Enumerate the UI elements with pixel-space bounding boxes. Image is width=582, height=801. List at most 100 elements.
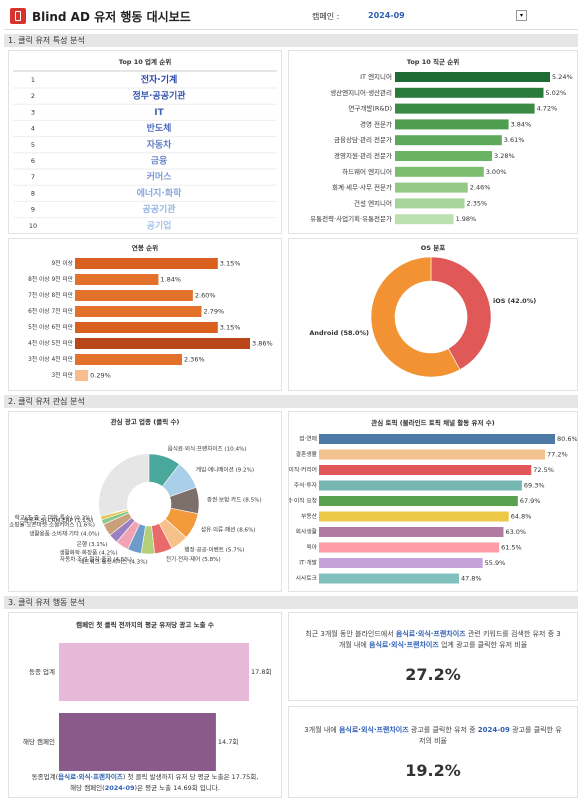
slice xyxy=(430,256,492,370)
category-label: 4천 이상 5천 미만 xyxy=(28,339,74,347)
category-label: 건설 엔지니어 xyxy=(354,198,392,207)
bar xyxy=(75,258,218,269)
note-part: ) 첫 클릭 발생까지 유저 당 평균 노출은 17.75회, xyxy=(123,772,258,781)
kpi-text-part: 광고를 클릭한 유저의 비율 xyxy=(419,725,562,745)
rank: 10 xyxy=(29,222,37,230)
category-label: 썸·연애 xyxy=(299,435,317,443)
category-label: 9천 이상 xyxy=(51,259,73,267)
bar xyxy=(319,527,504,537)
value-label: 2.36% xyxy=(184,356,205,364)
value-label: 3.00% xyxy=(486,168,507,176)
slice-label: 섬유·의류·패션 (8.6%) xyxy=(201,526,256,534)
slice xyxy=(99,508,129,517)
kpi-text-part: 음식료·외식·프랜차이즈 xyxy=(338,725,409,734)
category-label: 6천 이상 7천 미만 xyxy=(28,307,74,315)
bar xyxy=(395,198,465,209)
note: 동종업계(음식료·외식·프랜차이즈) 첫 클릭 발생까지 유저 당 평균 노출은… xyxy=(32,772,259,781)
kpi-text: 최근 3개월 동안 블라인드에서 음식료·외식·프랜차이즈 관련 키워드를 검색… xyxy=(289,629,577,651)
kpi-text-part: 관련 키워드를 검색한 유저 중 3개월 내에 xyxy=(338,630,561,649)
industry-table: Top 10 업계 순위 1 전자·기계 2 정부·공공기관 3 IT 4 반도체 5 자동차 6 금융… xyxy=(13,57,277,231)
bar xyxy=(395,103,535,114)
category-label: 경영 전문가 xyxy=(360,119,392,128)
category-label: 생산엔지니어·생산관리 xyxy=(330,88,392,97)
bar xyxy=(395,72,550,82)
value-label: 2.79% xyxy=(203,308,224,316)
rank: 3 xyxy=(31,108,35,116)
job-panel: Top 10 직군 순위 IT 엔지니어 5.24% 생산엔지니어·생산관리 5.02%… xyxy=(288,50,578,234)
value-label: 1.84% xyxy=(160,276,181,284)
value-label: 3.28% xyxy=(494,152,515,160)
industry-panel: Top 10 업계 순위 1 전자·기계 2 정부·공공기관 3 IT 4 반도체 5 자동차 6 금융… xyxy=(8,50,282,234)
slice xyxy=(370,256,461,378)
value-label: 61.5% xyxy=(501,544,522,552)
category-label: 해당 캠페인 xyxy=(23,737,55,746)
industry: 반도체 xyxy=(147,122,172,134)
bar xyxy=(395,135,502,146)
category-label: 시사토크 xyxy=(296,574,318,582)
bar xyxy=(319,434,555,444)
value-label: 1.98% xyxy=(456,215,477,223)
category-label: 결혼생활 xyxy=(296,450,318,458)
exposure-panel: 캠페인 첫 클릭 전까지의 평균 유저당 광고 노출 수 동종 업계 17.8회 해당… xyxy=(8,612,282,798)
value-label: 3.61% xyxy=(504,136,525,144)
value-label: 4.72% xyxy=(537,105,558,113)
bar xyxy=(395,119,509,130)
chart: OS 분포 iOS (42.0%) Android (58.0%) xyxy=(309,243,536,378)
note-part: 해당 캠페인( xyxy=(70,783,105,792)
category-label: 금융상담·관리 전문가 xyxy=(334,135,392,144)
note-part: 2024-09 xyxy=(105,784,135,792)
chart-title: Top 10 직군 순위 xyxy=(407,57,459,66)
rank: 1 xyxy=(31,76,35,84)
logo xyxy=(10,8,26,24)
slice-label: iOS (42.0%) xyxy=(493,297,536,305)
value-label: 63.0% xyxy=(505,528,526,536)
slice-label: 증권·보험·카드 (8.5%) xyxy=(207,495,262,503)
bar xyxy=(319,496,518,506)
chart: Top 10 직군 순위 IT 엔지니어 5.24% 생산엔지니어·생산관리 5.02%… xyxy=(310,57,573,225)
bar xyxy=(319,449,546,460)
category-label: IT·개발 xyxy=(299,559,317,567)
slice-label: 네트워크·통신서비스 (4.3%) xyxy=(79,557,147,565)
value-label: 72.5% xyxy=(533,466,554,474)
category-label: 블라·이직 요청 xyxy=(289,497,317,505)
rank: 9 xyxy=(31,206,35,214)
value-label: 3.84% xyxy=(511,120,532,128)
bar xyxy=(75,274,159,285)
slice-label: 자동차·조선·철강·중공 (4.5%) xyxy=(60,555,132,563)
industry-interest-panel: 관심 광고 업종 (클릭 수) 음식료·외식·프랜차이즈 (10.4%) 게임·애니… xyxy=(8,411,282,592)
title: Blind AD 유저 행동 대시보드 xyxy=(32,10,191,24)
chart-title: 캠페인 첫 클릭 전까지의 평균 유저당 광고 노출 수 xyxy=(76,620,214,629)
bar xyxy=(59,643,249,701)
value-label: 55.9% xyxy=(485,559,506,567)
value-label: 80.6% xyxy=(557,435,577,443)
bar xyxy=(395,182,468,193)
bar xyxy=(75,370,89,381)
rank: 4 xyxy=(31,125,35,133)
chart: 연봉 순위 9천 이상 3.15% 8천 이상 9천 미만 1.84% 7천 이상 8천 … xyxy=(28,243,273,381)
campaign-value[interactable]: 2024-09 xyxy=(368,11,405,20)
industry: IT xyxy=(154,108,164,118)
industry: 자동차 xyxy=(147,138,173,150)
rank: 8 xyxy=(31,189,35,197)
bar xyxy=(75,354,182,365)
bar xyxy=(395,214,454,225)
dropdown[interactable]: ▾ xyxy=(516,10,527,21)
category-label: 육아 xyxy=(306,543,317,551)
value-label: 14.7회 xyxy=(218,738,238,746)
chart-title: 관심 토픽 (블라인드 토픽 채널 활동 유저 수) xyxy=(371,418,494,427)
category-label: 하드웨어 엔지니어 xyxy=(342,167,392,176)
topic-panel: 관심 토픽 (블라인드 토픽 채널 활동 유저 수) 썸·연애 80.6% 결혼생활 7… xyxy=(288,411,578,592)
chart: 캠페인 첫 클릭 전까지의 평균 유저당 광고 노출 수동종 업계 17.8회해당… xyxy=(23,620,271,792)
industry: 전자·기계 xyxy=(141,74,178,86)
industry: 정부·공공기관 xyxy=(132,90,186,102)
bar xyxy=(319,480,522,491)
category-label: 8천 이상 9천 미만 xyxy=(28,275,74,283)
industry: 금융 xyxy=(151,156,168,167)
bar xyxy=(395,166,484,177)
value-label: 17.8회 xyxy=(251,668,271,676)
value-label: 3.15% xyxy=(220,260,241,268)
kpi-text-part: 최근 3개월 동안 블라인드에서 xyxy=(305,630,396,638)
category-label: 부동산 xyxy=(301,512,318,520)
note-part: 음식료·외식·프랜차이즈 xyxy=(58,772,123,781)
kpi-value: 27.2% xyxy=(405,665,461,684)
